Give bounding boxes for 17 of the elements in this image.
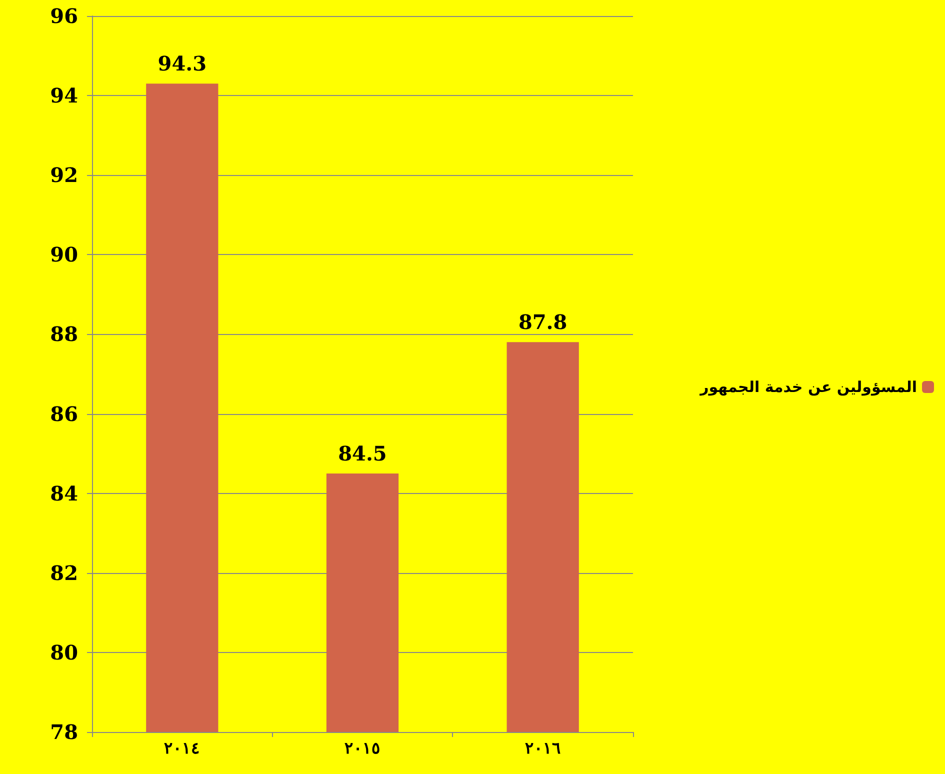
- data-label: 94.3: [158, 52, 207, 76]
- x-tick-label: ٢٠١٦: [524, 738, 561, 758]
- y-tick-label: 84: [50, 481, 78, 506]
- data-label: 87.8: [518, 310, 568, 334]
- legend-label: المسؤولين عن خدمة الجمهور: [699, 378, 917, 396]
- y-tick-label: 80: [50, 640, 78, 664]
- data-label: 84.5: [338, 441, 387, 466]
- y-tick-label: 92: [50, 163, 78, 188]
- x-tick-label: ٢٠١٤: [164, 738, 200, 758]
- y-tick-label: 94: [50, 84, 78, 108]
- y-tick-label: 90: [50, 242, 78, 267]
- x-tick-label: ٢٠١٥: [344, 738, 380, 758]
- y-tick-label: 82: [50, 560, 78, 585]
- y-tick-label: 96: [50, 4, 78, 28]
- y-tick-label: 88: [50, 322, 78, 346]
- y-tick-label: 78: [50, 720, 78, 744]
- y-tick-label: 86: [50, 402, 78, 426]
